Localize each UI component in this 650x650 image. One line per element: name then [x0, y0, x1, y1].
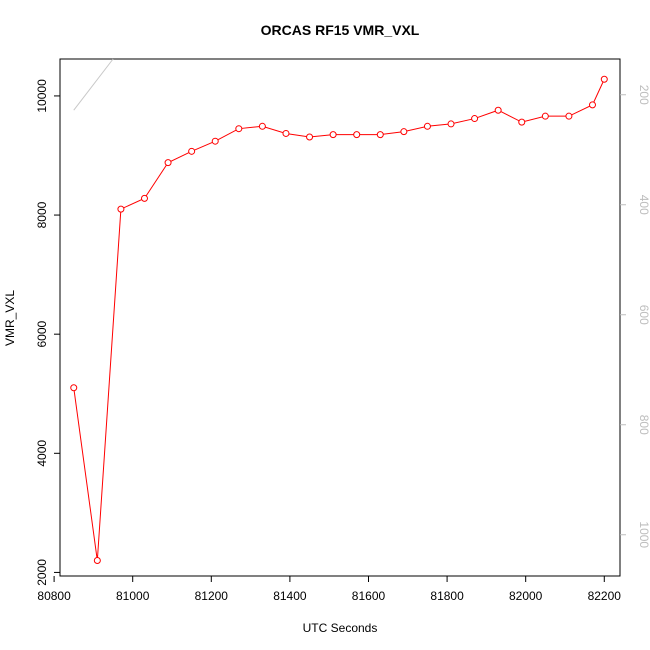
data-point	[258, 122, 266, 130]
x-axis: 80800 81000 81200 81400 81600 81800 82000 82200	[37, 576, 621, 603]
data-point	[93, 557, 101, 565]
secondary-line	[73, 58, 114, 111]
y-axis: 2000 4000 6000 8000 10000	[35, 79, 60, 586]
x-tick-label: 81400	[273, 589, 307, 603]
x-tick-label: 81600	[352, 589, 386, 603]
x-tick-label: 81000	[116, 589, 150, 603]
y-tick-label: 8000	[35, 201, 49, 228]
y-tick-label: 2000	[35, 559, 49, 586]
x-tick-label: 82200	[588, 589, 622, 603]
data-point	[211, 137, 219, 145]
chart-title: ORCAS RF15 VMR_VXL	[261, 22, 420, 38]
x-tick-label: 82000	[509, 589, 543, 603]
data-point	[306, 133, 314, 141]
series-line	[73, 79, 605, 561]
data-point	[588, 101, 596, 109]
data-point	[376, 131, 384, 139]
data-series	[70, 75, 608, 565]
data-point	[282, 129, 290, 137]
data-point	[353, 131, 361, 139]
x-axis-label: UTC Seconds	[303, 621, 378, 635]
y-tick-label: 4000	[35, 440, 49, 467]
y2-tick-label: 1000	[637, 521, 650, 548]
data-point	[400, 128, 408, 136]
data-point	[471, 115, 479, 123]
data-point	[541, 112, 549, 120]
data-point	[117, 205, 125, 213]
data-point	[423, 122, 431, 130]
data-point	[447, 120, 455, 128]
data-point	[70, 384, 78, 392]
y-tick-label: 10000	[35, 79, 49, 113]
x-tick-label: 80800	[37, 589, 71, 603]
data-point	[140, 194, 148, 202]
y-axis-label: VMR_VXL	[3, 290, 17, 346]
y2-tick-label: 400	[637, 195, 650, 215]
y2-tick-label: 200	[637, 85, 650, 105]
plot-frame	[59, 58, 621, 577]
data-point	[600, 75, 608, 83]
x-tick-label: 81800	[430, 589, 464, 603]
y-axis-right: 200 400 600 800 1000	[620, 85, 650, 548]
y2-tick-label: 800	[637, 415, 650, 435]
x-tick-label: 81200	[195, 589, 229, 603]
data-point	[518, 118, 526, 126]
data-point	[329, 131, 337, 139]
y-tick-label: 6000	[35, 321, 49, 348]
data-point	[565, 112, 573, 120]
data-point	[164, 159, 172, 167]
secondary-series	[73, 58, 114, 111]
y2-tick-label: 600	[637, 305, 650, 325]
data-point	[235, 125, 243, 133]
data-point	[188, 147, 196, 155]
data-point	[494, 106, 502, 114]
